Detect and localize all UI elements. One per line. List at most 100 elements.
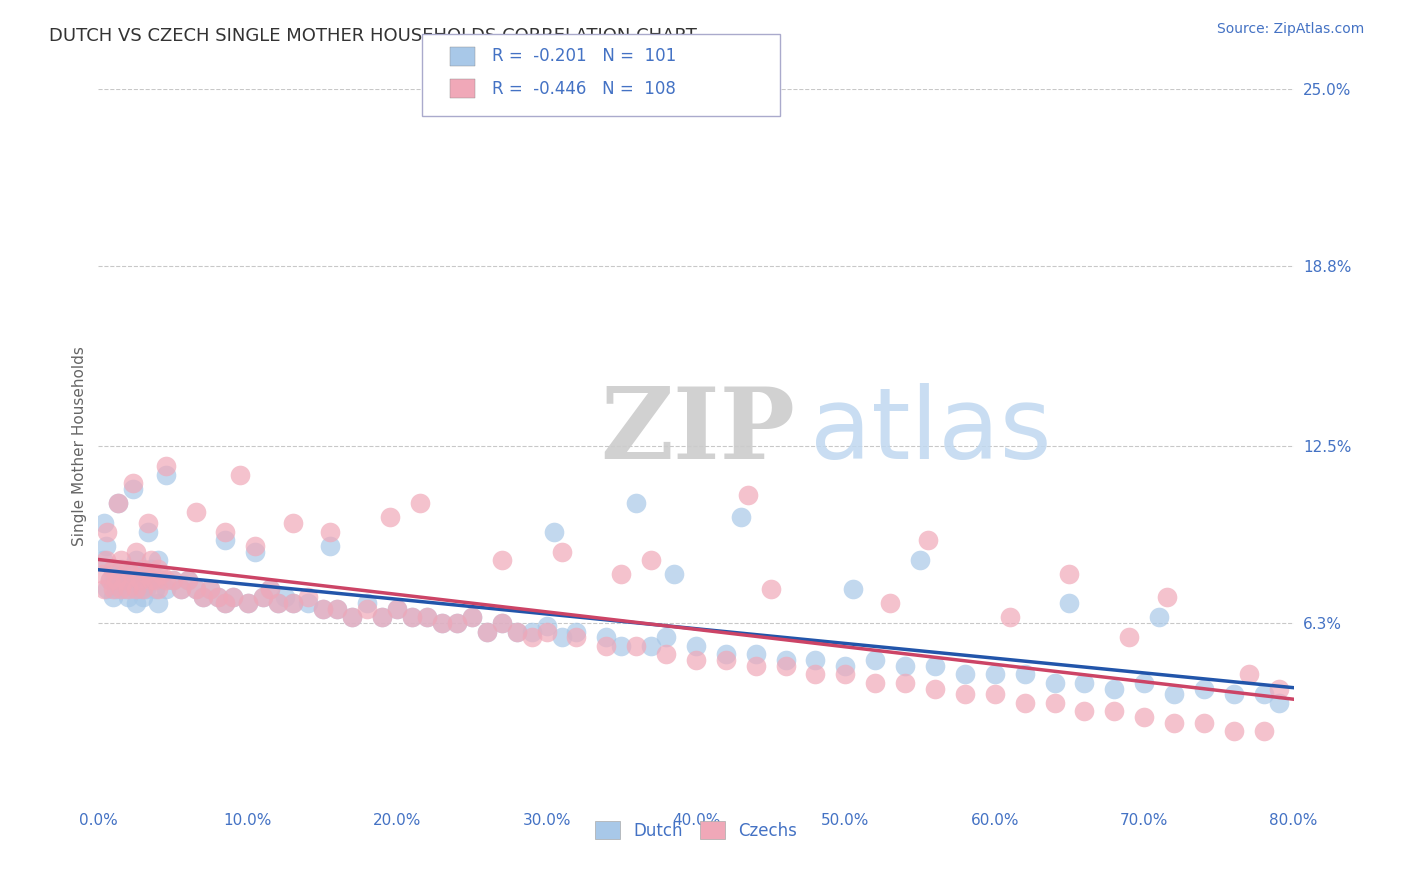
Point (214, 596, 236, 610)
Point (1253, 687, 1275, 701)
Point (640, 639, 662, 653)
Text: DUTCH VS CZECH SINGLE MOTHER HOUSEHOLDS CORRELATION CHART: DUTCH VS CZECH SINGLE MOTHER HOUSEHOLDS … (49, 27, 697, 45)
Point (207, 591, 229, 605)
Point (1223, 724, 1246, 739)
Point (401, 610, 423, 624)
Point (1073, 676, 1095, 690)
Point (103, 591, 125, 605)
Point (207, 591, 229, 605)
Point (1073, 705, 1095, 719)
Point (1267, 696, 1289, 710)
Point (191, 591, 214, 605)
Point (1133, 676, 1156, 690)
Point (252, 591, 274, 605)
Point (281, 596, 304, 610)
Point (371, 610, 394, 624)
Point (148, 562, 170, 576)
Point (259, 582, 281, 596)
Point (139, 553, 162, 567)
Point (550, 630, 572, 644)
Point (610, 639, 633, 653)
Point (984, 667, 1007, 681)
Point (804, 667, 827, 681)
Point (150, 573, 173, 587)
Point (274, 591, 297, 605)
Point (107, 496, 129, 510)
Point (378, 510, 401, 524)
Point (136, 524, 159, 539)
Point (356, 596, 378, 610)
Point (319, 524, 342, 539)
Point (132, 567, 155, 582)
Point (953, 667, 976, 681)
Point (214, 524, 236, 539)
Point (121, 482, 143, 496)
Y-axis label: Single Mother Households: Single Mother Households (72, 346, 87, 546)
Point (117, 582, 139, 596)
Point (804, 653, 827, 667)
Text: ZIP: ZIP (600, 384, 796, 480)
Point (865, 653, 887, 667)
Point (685, 653, 707, 667)
Point (342, 610, 364, 624)
Point (236, 596, 259, 610)
Point (121, 476, 143, 491)
Point (155, 458, 177, 473)
Point (297, 591, 319, 605)
Point (125, 596, 148, 610)
Point (745, 648, 768, 662)
Point (446, 615, 468, 630)
Point (446, 615, 468, 630)
Point (626, 496, 648, 510)
Point (117, 591, 139, 605)
Point (865, 676, 887, 690)
Point (326, 601, 349, 615)
Point (894, 676, 917, 690)
Point (91, 553, 114, 567)
Point (1192, 681, 1215, 696)
Point (184, 582, 207, 596)
Point (491, 615, 513, 630)
Point (103, 567, 125, 582)
Point (506, 624, 529, 639)
Point (1133, 710, 1156, 724)
Text: R =  -0.446   N =  108: R = -0.446 N = 108 (492, 79, 676, 97)
Point (610, 567, 633, 582)
Point (245, 544, 267, 558)
Point (229, 467, 252, 482)
Point (685, 639, 707, 653)
Point (105, 582, 128, 596)
Point (714, 653, 737, 667)
Point (162, 573, 184, 587)
Point (775, 653, 797, 667)
Point (408, 496, 430, 510)
Point (1156, 591, 1178, 605)
Point (222, 591, 245, 605)
Point (737, 487, 759, 501)
Point (132, 582, 155, 596)
Point (491, 615, 513, 630)
Point (745, 658, 768, 673)
Point (1163, 715, 1185, 730)
Point (148, 582, 170, 596)
Point (550, 544, 572, 558)
Point (506, 624, 529, 639)
Point (475, 624, 498, 639)
Point (222, 591, 245, 605)
Point (834, 667, 856, 681)
Point (155, 467, 177, 482)
Point (430, 615, 453, 630)
Point (356, 601, 378, 615)
Point (139, 562, 162, 576)
Point (1192, 715, 1215, 730)
Point (150, 567, 173, 582)
Point (96, 524, 118, 539)
Point (94, 553, 117, 567)
Point (93, 516, 115, 530)
Point (879, 596, 901, 610)
Point (132, 591, 155, 605)
Point (162, 573, 184, 587)
Point (135, 567, 157, 582)
Point (1237, 667, 1260, 681)
Point (125, 553, 148, 567)
